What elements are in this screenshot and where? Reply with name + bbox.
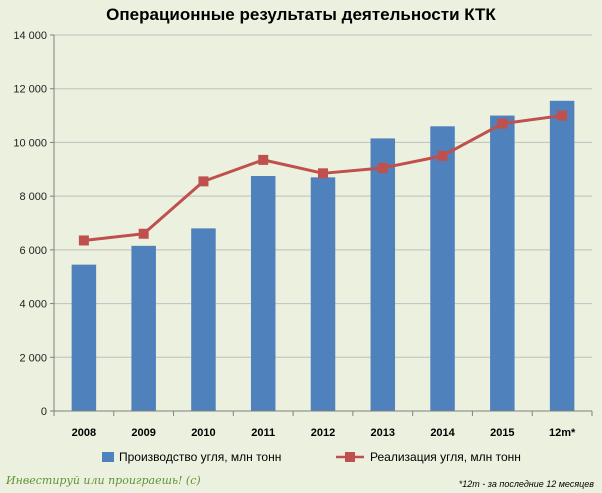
x-category-label: 12m* xyxy=(549,427,576,439)
line-point xyxy=(78,235,89,246)
x-category-label: 2008 xyxy=(72,427,96,439)
bar xyxy=(191,228,216,411)
bar xyxy=(310,177,336,411)
y-tick-label: 8 000 xyxy=(19,191,47,203)
line-point xyxy=(437,150,448,161)
legend-line-marker xyxy=(345,452,355,462)
chart-title: Операционные результаты деятельности КТК xyxy=(106,5,496,24)
legend: Производство угля, млн тонн Реализация у… xyxy=(102,450,521,464)
y-tick-label: 4 000 xyxy=(19,299,47,311)
y-axis-ticks: 0 2 000 4 000 6 000 8 000 10 000 12 000 14 000 xyxy=(13,30,54,418)
bar xyxy=(71,264,97,411)
y-tick-label: 10 000 xyxy=(13,137,47,149)
line-point xyxy=(198,176,209,187)
legend-bar-label: Производство угля, млн тонн xyxy=(119,450,281,464)
x-category-label: 2011 xyxy=(251,427,275,439)
bar xyxy=(250,176,276,411)
x-category-label: 2009 xyxy=(131,427,155,439)
bar xyxy=(490,115,515,412)
bar xyxy=(549,100,575,412)
bar xyxy=(430,126,455,412)
line-point xyxy=(377,162,388,173)
line-point xyxy=(318,168,328,179)
line-point xyxy=(258,154,269,165)
x-category-label: 2012 xyxy=(311,427,335,439)
x-category-label: 2014 xyxy=(430,427,455,439)
bar-series xyxy=(71,100,575,412)
x-category-label: 2015 xyxy=(490,427,514,439)
line-series xyxy=(78,110,568,246)
x-category-label: 2010 xyxy=(191,427,215,439)
footnote: *12m - за последние 12 месяцев xyxy=(459,479,595,489)
y-tick-label: 14 000 xyxy=(13,30,47,42)
x-category-label: 2013 xyxy=(371,427,395,439)
watermark: Инвестируй или проиграешь! (с) xyxy=(5,474,201,487)
x-axis-categories: 2008 2009 2010 2011 2012 2013 2014 2015 12m* xyxy=(72,427,576,439)
axes xyxy=(53,35,593,416)
bar xyxy=(131,245,156,411)
y-tick-label: 2 000 xyxy=(19,352,47,364)
y-tick-label: 6 000 xyxy=(19,245,47,257)
line-point xyxy=(497,118,508,129)
line-point xyxy=(138,228,149,239)
legend-line-label: Реализация угля, млн тонн xyxy=(370,450,521,464)
y-tick-label: 12 000 xyxy=(13,84,47,96)
y-tick-label: 0 xyxy=(41,406,47,418)
line-point xyxy=(557,110,568,121)
legend-bar-swatch xyxy=(102,452,114,462)
bar xyxy=(370,138,396,411)
